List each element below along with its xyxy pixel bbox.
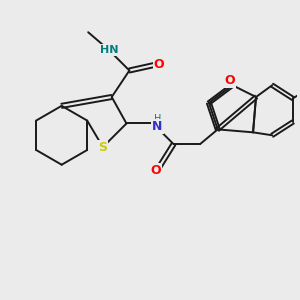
Text: O: O	[154, 58, 164, 71]
Text: S: S	[98, 141, 107, 154]
Text: O: O	[224, 74, 235, 87]
Text: H: H	[154, 114, 161, 124]
Text: O: O	[151, 164, 161, 177]
Text: N: N	[152, 120, 163, 133]
Text: HN: HN	[100, 45, 118, 55]
